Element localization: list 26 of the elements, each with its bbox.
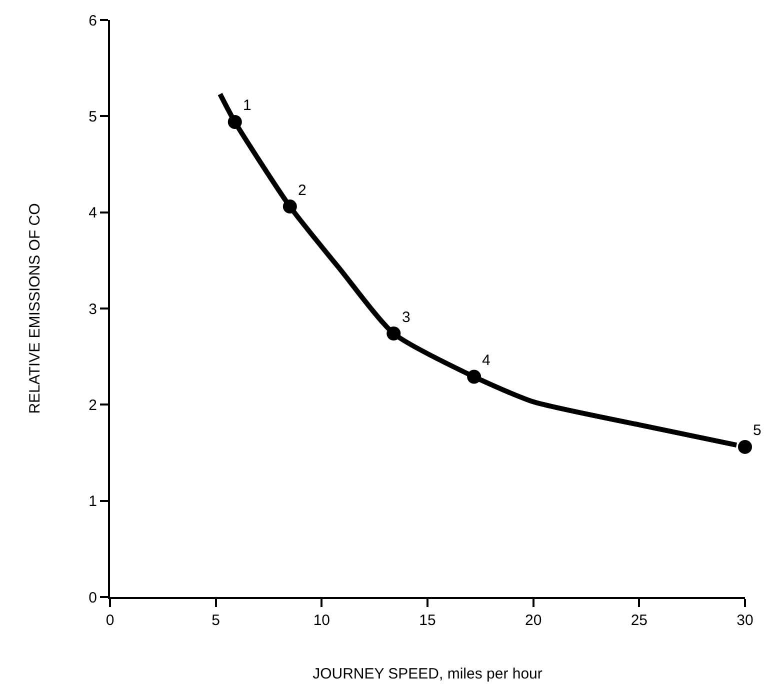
x-tick-label: 25 [630, 612, 648, 629]
point [228, 114, 242, 129]
y-axis-title: RELATIVE EMISSIONS OF CO [26, 203, 44, 414]
x-axis-title: JOURNEY SPEED, miles per hour [312, 666, 542, 682]
y-tick-label: 0 [88, 589, 97, 606]
point [386, 326, 401, 340]
point [282, 200, 297, 214]
y-tick-label: 1 [88, 493, 97, 510]
annotation: 2 [298, 182, 306, 199]
y-tick-label: 2 [88, 396, 97, 414]
x-tick-label: 10 [313, 612, 330, 629]
point [738, 440, 752, 454]
annotation: 3 [402, 309, 410, 326]
annotation: 1 [243, 97, 252, 114]
y-tick-label: 5 [88, 108, 97, 126]
x-tick-label: 5 [212, 612, 220, 629]
annotation: 5 [753, 422, 762, 439]
annotation: 4 [482, 352, 490, 369]
x-tick-label: 20 [524, 612, 542, 629]
point [467, 370, 482, 384]
y-tick-label: 4 [88, 204, 97, 222]
x-tick-label: 0 [106, 612, 114, 629]
y-tick-label: 3 [88, 300, 97, 318]
x-tick-label: 15 [419, 612, 436, 629]
x-tick-label: 30 [736, 612, 754, 629]
y-tick-label: 6 [88, 12, 97, 30]
